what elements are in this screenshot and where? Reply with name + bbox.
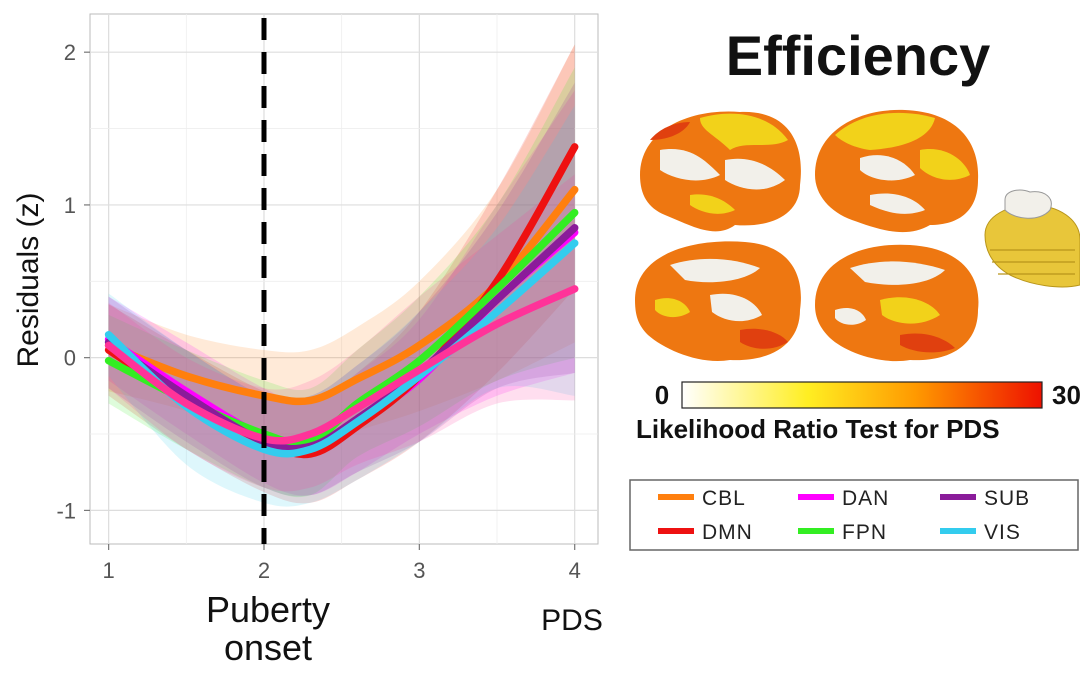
y-axis-label: Residuals (z) [12,192,45,367]
y-tick-label: 2 [64,40,76,65]
series-lines [104,143,579,459]
legend-label-dan: DAN [842,487,889,510]
y-tick-label: 1 [64,193,76,218]
x-tick-label: 2 [258,558,270,583]
colorbar [681,381,1043,409]
line-chart: 1 2 3 4 -1 0 1 2 Residuals (z) PDS Puberty ons… [12,13,603,668]
brain-medial-right [815,244,979,362]
x-tick-label: 4 [569,558,581,583]
puberty-annotation-line2: onset [224,627,312,668]
brain-lateral-right [815,109,979,233]
y-tick-label: 0 [64,346,76,371]
legend-label-cbl: CBL [702,487,746,510]
confidence-band-vis [108,105,575,507]
legend: CBL DAN SUB DMN FPN VIS [629,479,1079,551]
puberty-annotation-line1: Puberty [206,589,330,630]
x-tick-labels: 1 2 3 4 [103,544,581,583]
plot-panel [89,13,599,545]
colorbar-label: Likelihood Ratio Test for PDS [636,414,1000,444]
cerebellum-view [984,189,1080,288]
grid-lines [90,14,598,544]
legend-label-sub: SUB [984,487,1030,510]
brain-panel-title: Efficiency [726,24,991,87]
x-tick-label: 3 [413,558,425,583]
confidence-band-sub [108,82,575,497]
brain-panel: Efficiency [635,24,1080,444]
y-tick-label: -1 [56,498,76,523]
brain-lateral-left [640,111,801,232]
legend-label-fpn: FPN [842,521,887,544]
x-axis-label: PDS [541,604,603,637]
legend-label-vis: VIS [984,521,1021,544]
colorbar-max-label: 30 [1052,380,1080,410]
series-line-series6 [104,285,579,445]
legend-box [629,479,1079,551]
confidence-band-dan [108,90,575,496]
colorbar-min-label: 0 [655,380,669,410]
y-tick-labels: -1 0 1 2 [56,40,90,523]
brain-medial-left [635,241,801,361]
x-tick-label: 1 [103,558,115,583]
legend-label-dmn: DMN [702,521,753,544]
